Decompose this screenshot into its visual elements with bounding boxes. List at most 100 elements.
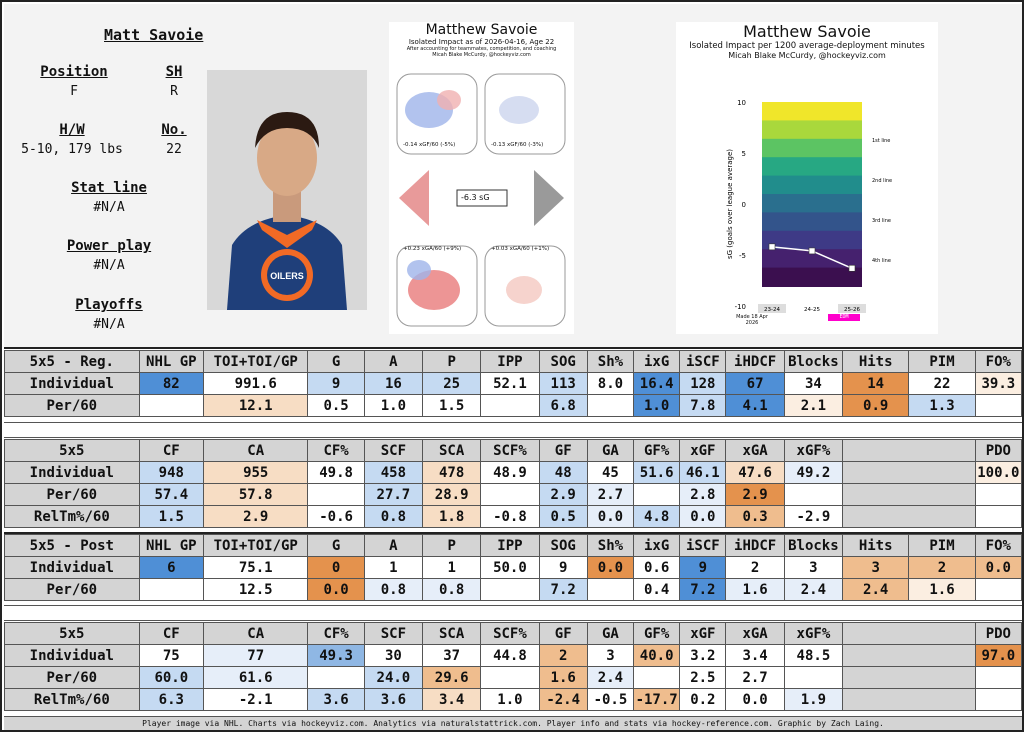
column-header: A	[363, 534, 424, 557]
y-tick-label: 10	[737, 99, 746, 107]
column-header: CF%	[307, 622, 365, 645]
rink-chart-subtitle: Isolated Impact as of 2026-04-16, Age 22	[408, 38, 555, 46]
rink-diagram	[396, 73, 566, 327]
column-header: SCF	[363, 622, 424, 645]
table-cell: 29.6	[422, 666, 482, 689]
table-cell: 2.4	[842, 578, 910, 601]
column-header: ixG	[633, 350, 681, 373]
table-cell: 2.9	[202, 505, 309, 528]
table-cell	[480, 666, 540, 689]
playoffs-block: Playoffs #N/A	[59, 297, 159, 332]
table-cell: 1	[363, 556, 424, 579]
table-cell: 7.2	[538, 578, 588, 601]
table-cell: 128	[679, 372, 727, 395]
season-label-bg	[798, 304, 826, 313]
column-header: GF%	[633, 622, 681, 645]
column-header: CF%	[307, 439, 365, 462]
column-header: CF	[138, 622, 204, 645]
table-cell: 9	[307, 372, 365, 395]
rink-chart-title: Matthew Savoie	[425, 22, 538, 38]
table-cell: 14	[842, 372, 910, 395]
deployment-band	[762, 138, 862, 159]
table-cell: 48	[538, 461, 588, 484]
table-cell: 2.7	[586, 483, 635, 506]
row-label: RelTm%/60	[4, 688, 140, 711]
table-cell: 0.2	[679, 688, 727, 711]
table-cell: -2.9	[783, 505, 844, 528]
table-cell: 22	[908, 372, 976, 395]
isolated-impact-line-chart: Matthew Savoie Isolated Impact per 1200 …	[676, 22, 938, 334]
table-cell: 9	[679, 556, 727, 579]
column-header: Hits	[842, 350, 910, 373]
column-header: xGF	[679, 439, 727, 462]
table-row: Per/60 12.5 0.0 0.8 0.8 7.2 0.4 7.2 1.6 2.4 2.4 1.6	[4, 578, 1023, 601]
column-header: xGA	[725, 622, 785, 645]
table-cell	[842, 483, 976, 506]
number-block: No. 22	[149, 122, 199, 157]
table-cell: 478	[422, 461, 482, 484]
table-cell: 12.5	[202, 578, 309, 601]
table-cell: 12.1	[202, 394, 309, 417]
table-cell: 7.8	[679, 394, 727, 417]
table-cell: 1.5	[138, 505, 204, 528]
table-cell	[974, 578, 1023, 601]
table-cell: 0.0	[586, 505, 635, 528]
table-cell: 2	[908, 556, 976, 579]
rink-offence-xg: -0.14 xGF/60 (-5%)	[403, 142, 456, 148]
table-cell	[307, 666, 365, 689]
row-label: Per/60	[4, 394, 140, 417]
table-cell: 52.1	[480, 372, 540, 395]
x-tick-label: 24-25	[804, 307, 820, 313]
hw-value: 5-10, 179 lbs	[21, 142, 123, 157]
table-cell: 3	[586, 644, 635, 667]
table-cell: 24.0	[363, 666, 424, 689]
table-row: Individual 75 77 49.3 30 37 44.8 2 3 40.0 3.2 3.4 48…	[4, 644, 1023, 667]
table-cell: 955	[202, 461, 309, 484]
deployment-band	[762, 212, 862, 232]
column-header: G	[307, 350, 365, 373]
table-cell	[842, 461, 976, 484]
table-cell: 16	[363, 372, 424, 395]
number-label: No.	[161, 122, 187, 138]
y-tick-label: -5	[739, 252, 746, 260]
column-header: PIM	[908, 534, 976, 557]
column-header: 5x5 - Post	[4, 534, 140, 557]
row-label: RelTm%/60	[4, 505, 140, 528]
table-cell: 0.0	[307, 578, 365, 601]
table-cell	[138, 394, 204, 417]
table-cell: 77	[202, 644, 309, 667]
season-label-bg	[758, 304, 786, 313]
line-chart-credit: Micah Blake McCurdy, @hockeyviz.com	[728, 51, 886, 60]
table-cell: 6	[138, 556, 204, 579]
column-header: GA	[586, 622, 635, 645]
table-cell: 39.3	[974, 372, 1023, 395]
deployment-band	[762, 120, 862, 140]
tier-label: 4th line	[872, 258, 891, 264]
table-cell	[480, 394, 540, 417]
table-cell: 991.6	[202, 372, 309, 395]
table-cell: 61.6	[202, 666, 309, 689]
table-cell	[586, 394, 635, 417]
column-header: P	[422, 350, 482, 373]
table-cell: -0.8	[480, 505, 540, 528]
table-cell: 3.6	[307, 688, 365, 711]
column-header	[842, 439, 976, 462]
playoffs-value: #N/A	[93, 317, 125, 332]
shoots-block: SH R	[149, 64, 199, 99]
table-header-row: 5x5 - Reg. NHL GP TOI+TOI/GP G A P IPP SOG Sh% ix…	[4, 350, 1023, 373]
statline-label: Stat line	[71, 180, 147, 196]
column-header: SCF%	[480, 439, 540, 462]
column-header: SCA	[422, 622, 482, 645]
table-cell	[307, 483, 365, 506]
shoots-label: SH	[165, 64, 183, 80]
column-header	[842, 622, 976, 645]
column-header: xGF	[679, 622, 727, 645]
table-cell: 0.8	[422, 578, 482, 601]
y-tick-label: 5	[742, 150, 746, 158]
column-header: GF	[538, 622, 588, 645]
table-cell: 1.9	[783, 688, 844, 711]
line-chart-plot: 10 5 0 -5 -10 sG (goals over league average) 1…	[726, 99, 892, 313]
table-cell: 37	[422, 644, 482, 667]
column-header: Hits	[842, 534, 910, 557]
table-row: RelTm%/60 1.5 2.9 -0.6 0.8 1.8 -0.8 0.5 0.0 4.8 0.…	[4, 505, 1023, 528]
